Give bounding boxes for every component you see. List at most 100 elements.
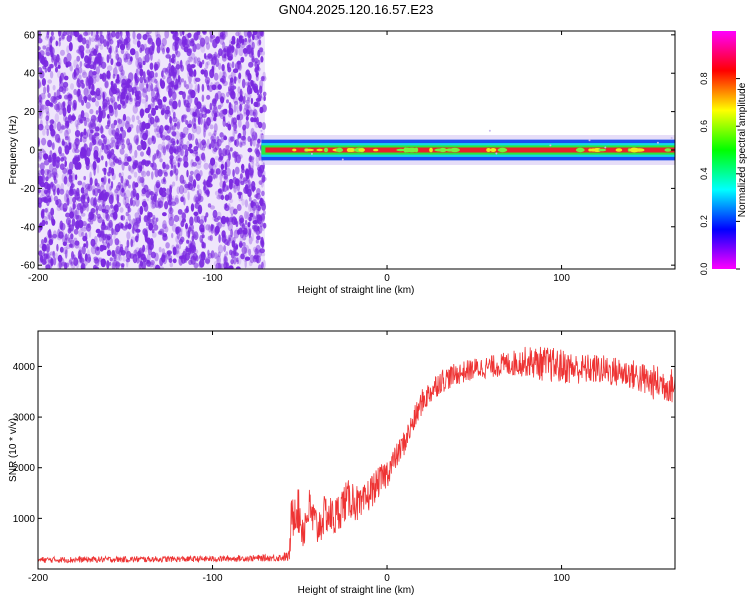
noise-speckle	[220, 215, 227, 225]
noise-speckle	[95, 100, 100, 107]
noise-speckle	[157, 197, 161, 206]
noise-speckle	[232, 176, 238, 185]
noise-speckle	[110, 181, 114, 189]
noise-speckle	[254, 88, 258, 94]
noise-speckle	[99, 31, 103, 37]
noise-speckle	[125, 211, 129, 217]
noise-speckle	[134, 182, 139, 188]
noise-speckle	[129, 97, 133, 102]
noise-speckle	[201, 113, 207, 118]
noise-speckle	[229, 206, 235, 215]
noise-speckle	[164, 164, 170, 170]
noise-speckle	[141, 187, 147, 195]
noise-speckle	[192, 179, 197, 189]
noise-speckle	[182, 144, 188, 150]
noise-speckle	[113, 205, 118, 211]
noise-speckle	[165, 242, 170, 249]
noise-speckle	[247, 179, 251, 189]
noise-speckle	[229, 88, 233, 98]
x-tick-label: 0	[384, 573, 390, 584]
noise-speckle	[158, 246, 162, 253]
noise-speckle	[155, 217, 159, 222]
noise-speckle	[45, 176, 49, 182]
noise-speckle	[146, 84, 152, 92]
noise-speckle	[93, 235, 98, 245]
noise-speckle	[47, 256, 53, 263]
noise-speckle	[216, 195, 222, 200]
noise-speckle	[162, 131, 168, 140]
band-blob	[664, 148, 672, 152]
noise-speckle	[58, 40, 61, 47]
noise-speckle	[125, 179, 129, 187]
noise-speckle	[121, 129, 127, 139]
noise-speckle	[204, 258, 211, 264]
spectrogram-x-label: Height of straight line (km)	[298, 285, 415, 296]
noise-speckle	[223, 260, 228, 266]
noise-speckle	[135, 138, 139, 146]
noise-speckle	[134, 212, 140, 219]
noise-speckle	[76, 187, 80, 197]
noise-speckle	[262, 91, 267, 97]
noise-speckle	[220, 92, 226, 101]
noise-speckle	[92, 71, 97, 76]
noise-speckle	[114, 105, 117, 115]
noise-speckle	[244, 37, 247, 43]
noise-speckle	[168, 155, 175, 160]
noise-speckle	[128, 144, 133, 154]
noise-speckle	[260, 200, 266, 207]
noise-speckle	[115, 262, 121, 267]
noise-speckle	[103, 144, 109, 154]
noise-speckle	[224, 194, 230, 201]
noise-speckle	[168, 72, 172, 78]
noise-speckle	[135, 217, 141, 224]
noise-speckle	[195, 43, 201, 50]
noise-speckle	[57, 70, 61, 79]
noise-speckle	[69, 211, 75, 219]
noise-speckle	[255, 101, 261, 108]
noise-speckle	[127, 31, 131, 39]
noise-speckle	[224, 263, 228, 268]
noise-speckle	[247, 147, 253, 153]
noise-speckle	[260, 178, 264, 188]
noise-speckle	[81, 71, 88, 79]
noise-speckle	[78, 229, 83, 238]
noise-speckle	[151, 135, 156, 145]
noise-speckle	[38, 67, 43, 73]
noise-speckle	[75, 207, 80, 218]
noise-speckle	[175, 250, 181, 258]
noise-speckle	[170, 31, 175, 34]
noise-speckle	[57, 101, 62, 111]
noise-speckle	[255, 162, 260, 167]
noise-speckle	[90, 208, 95, 218]
noise-speckle	[246, 31, 251, 39]
noise-speckle	[251, 47, 254, 56]
noise-speckle	[39, 243, 44, 249]
noise-speckle	[157, 203, 162, 209]
noise-speckle	[176, 81, 182, 88]
noise-speckle	[91, 83, 95, 92]
noise-speckle	[112, 259, 118, 267]
noise-speckle	[66, 169, 71, 175]
noise-speckle	[57, 61, 61, 67]
snr-x-label: Height of straight line (km)	[298, 585, 415, 596]
noise-speckle	[76, 55, 81, 62]
noise-speckle	[203, 124, 207, 133]
noise-speckle	[117, 123, 122, 130]
noise-speckle	[146, 259, 150, 264]
noise-speckle	[187, 32, 192, 38]
noise-speckle	[137, 207, 143, 215]
noise-speckle	[111, 262, 116, 269]
noise-speckle	[242, 47, 248, 54]
noise-speckle	[162, 234, 168, 241]
noise-speckle	[50, 258, 54, 267]
noise-speckle	[189, 176, 193, 183]
noise-speckle	[160, 44, 166, 53]
noise-speckle	[189, 240, 194, 248]
noise-speckle	[45, 220, 48, 225]
stray-point	[495, 152, 498, 155]
noise-speckle	[256, 116, 259, 125]
noise-speckle	[135, 192, 140, 201]
noise-speckle	[66, 45, 70, 54]
noise-speckle	[38, 227, 42, 233]
noise-speckle	[110, 137, 115, 143]
